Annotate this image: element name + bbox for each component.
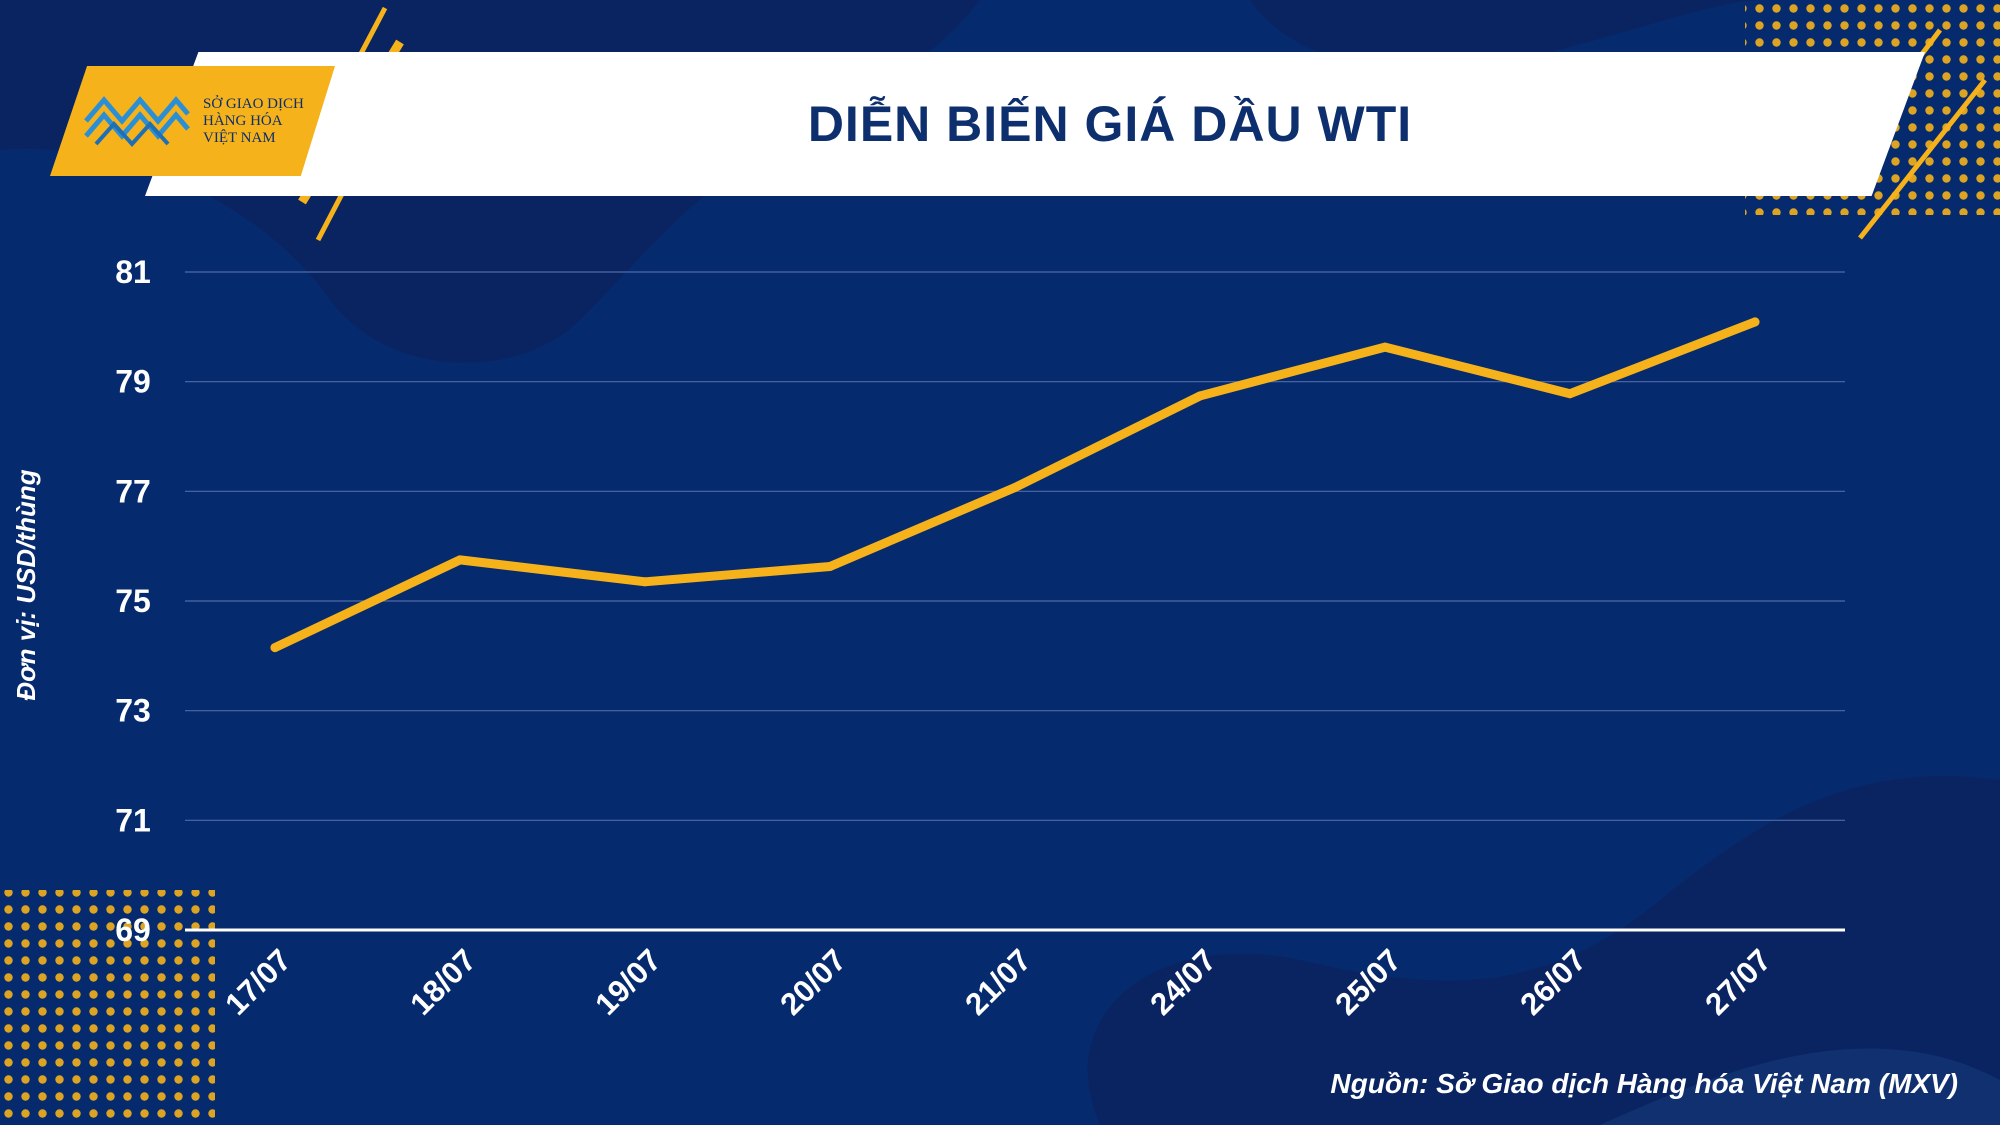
y-tick-label: 69 [115,912,151,948]
data-point [1195,391,1205,401]
logo-text-line: VIỆT NAM [203,130,276,146]
data-point [455,555,465,565]
x-tick-label: 20/07 [773,942,853,1022]
y-tick-label: 71 [115,802,151,838]
wave-bottom-right [1087,776,2000,1125]
source-note: Nguồn: Sở Giao dịch Hàng hóa Việt Nam (M… [1330,1068,1958,1099]
title-banner [145,52,1925,196]
accent-stripe [1858,78,1987,240]
data-point [1750,317,1760,327]
x-tick-label: 17/07 [218,942,298,1022]
data-point [1010,482,1020,492]
x-tick-label: 27/07 [1698,942,1778,1022]
wave-bottom-right-2 [1600,1048,2000,1125]
data-point [270,643,280,653]
x-tick-label: 26/07 [1513,942,1593,1022]
data-point [825,561,835,571]
y-tick-label: 81 [115,254,151,290]
x-tick-label: 21/07 [958,942,1038,1022]
x-tick-label: 18/07 [403,942,483,1022]
x-tick-label: 24/07 [1143,942,1223,1022]
y-tick-label: 77 [115,473,151,509]
x-tick-label: 19/07 [588,942,668,1022]
y-tick-label: 73 [115,693,151,729]
data-point [1380,342,1390,352]
data-point [1565,389,1575,399]
logo-text-line: SỞ GIAO DỊCH [203,96,304,112]
logo-icon [84,96,190,147]
dot-pattern-bottom-left [0,890,215,1125]
y-axis-label: Đơn vị: USD/thùng [11,469,41,700]
data-point [640,577,650,587]
logo-text-line: HÀNG HÓA [203,113,283,129]
logo-text: SỞ GIAO DỊCH HÀNG HÓA VIỆT NAM [203,96,343,147]
page-title: DIỄN BIẾN GIÁ DẦU WTI [807,96,1413,152]
y-tick-label: 75 [115,583,151,619]
x-tick-label: 25/07 [1328,942,1408,1022]
y-tick-label: 79 [115,364,151,400]
